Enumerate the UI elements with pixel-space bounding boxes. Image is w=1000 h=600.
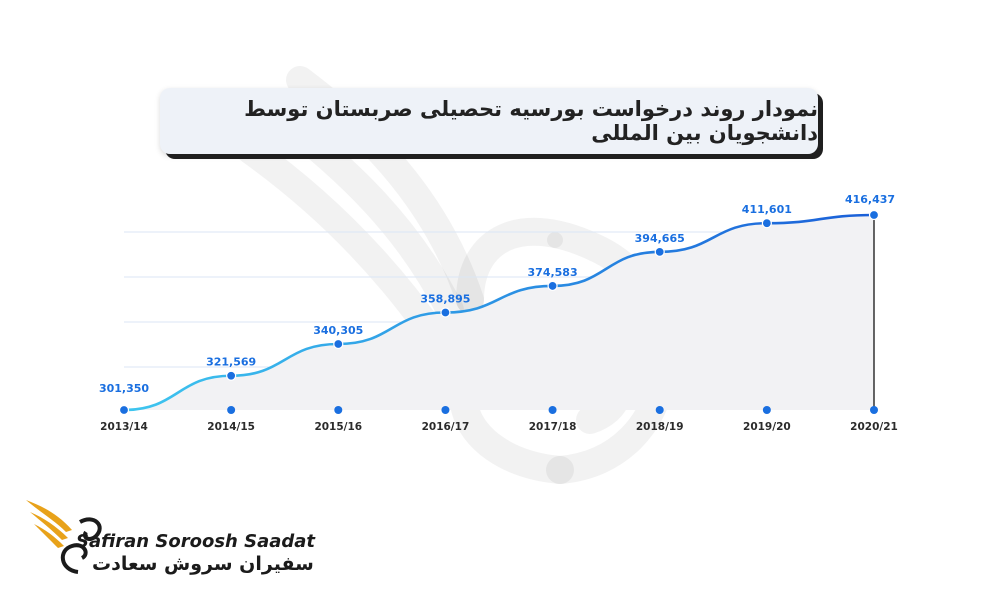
axis-point <box>227 406 236 414</box>
data-label: 411,601 <box>742 203 792 216</box>
x-tick-label: 2020/21 <box>850 421 898 433</box>
axis-point <box>762 406 771 414</box>
data-label: 358,895 <box>420 292 470 305</box>
chart-area-fill <box>124 215 874 410</box>
x-tick-label: 2014/15 <box>207 421 255 433</box>
data-point <box>440 307 451 318</box>
axis-point <box>548 406 557 414</box>
data-point <box>868 209 880 221</box>
data-point <box>118 404 130 416</box>
data-point <box>547 280 558 292</box>
axis-point <box>655 406 664 414</box>
data-label: 301,350 <box>99 382 149 395</box>
brand-name-english: Safiran Soroosh Saadat <box>76 531 316 552</box>
axis-point <box>870 406 878 414</box>
x-tick-label: 2019/20 <box>743 421 791 433</box>
series-line <box>123 213 875 412</box>
brand-logo <box>26 500 102 574</box>
x-tick-label: 2017/18 <box>529 421 577 433</box>
x-tick-label: 2018/19 <box>636 421 684 433</box>
data-label: 374,583 <box>528 266 578 279</box>
data-point <box>226 370 237 381</box>
data-label: 340,305 <box>313 324 363 337</box>
x-tick-label: 2016/17 <box>422 421 470 433</box>
data-label: 416,437 <box>845 193 895 206</box>
phoenix-icon <box>26 500 102 574</box>
data-point <box>761 218 772 229</box>
axis-point <box>441 406 450 414</box>
data-point <box>333 338 344 350</box>
data-point <box>654 246 665 257</box>
chart-title: نمودار روند درخواست بورسیه تحصیلی صربستا… <box>244 97 818 145</box>
data-label: 394,665 <box>635 232 685 245</box>
x-tick-label: 2015/16 <box>314 421 362 433</box>
chart-title-box: نمودار روند درخواست بورسیه تحصیلی صربستا… <box>160 88 818 154</box>
x-tick-label: 2013/14 <box>100 421 148 433</box>
data-label: 321,569 <box>206 356 256 369</box>
axis-point <box>334 406 343 414</box>
brand-name-persian: سفیران سروش سعادت <box>92 553 314 575</box>
